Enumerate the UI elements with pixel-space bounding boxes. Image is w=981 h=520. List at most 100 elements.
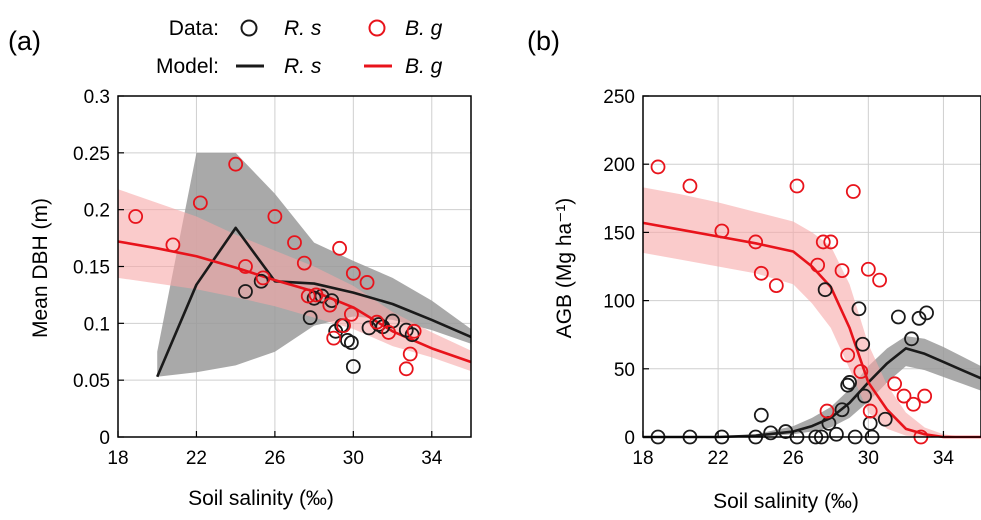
- panel-b-frame: [642, 95, 981, 438]
- panel-b-point-bg: [815, 234, 831, 250]
- panel-a-point-bg: [332, 240, 348, 256]
- panel-a-point-bg: [359, 275, 375, 290]
- panel-b-xlabel: Soil salinity (‰): [713, 490, 859, 513]
- panel-a-point-bg: [322, 297, 338, 313]
- panel-a-ytick-label: 0: [99, 428, 110, 449]
- legend-bg-data-marker: [368, 19, 386, 37]
- panel-a-point-rs: [345, 359, 361, 374]
- panel-b-point-rs: [817, 282, 833, 298]
- panel-a-point-bg: [287, 235, 302, 251]
- panel-b-point-bg: [714, 223, 730, 239]
- legend-rs-data-label: R. s: [284, 17, 322, 40]
- panel-b-point-bg: [823, 234, 839, 250]
- panel-b-band-bg: [643, 187, 981, 437]
- panel-b-point-rs: [840, 377, 856, 393]
- panel-b-point-bg: [819, 403, 835, 419]
- legend-bg-data-label: B. g: [405, 17, 443, 40]
- panel-a-point-bg: [128, 209, 144, 224]
- panel-a-ytick-label: 0.3: [84, 87, 110, 108]
- panel-a-point-bg: [343, 306, 359, 322]
- panel-a-ticks: 18 22 26 30 34 0 0.05 0.1 0.15 0.2 0.25 0.3: [73, 87, 443, 469]
- panel-b-xtick-label: 26: [783, 448, 804, 469]
- panel-b-model-line-bg: [642, 221, 981, 439]
- panel-b-ytick-label: 150: [603, 223, 635, 244]
- panel-b-band-rs: [643, 336, 981, 437]
- panel-a-point-bg: [300, 288, 316, 304]
- panel-b-point-bg: [834, 263, 850, 278]
- panel-b-point-rs: [763, 425, 779, 441]
- panel-label-b: (b): [527, 26, 560, 56]
- panel-b-point-rs: [862, 415, 878, 431]
- panel-b-ytick-label: 100: [603, 292, 635, 313]
- panel-b-xtick-label: 22: [708, 448, 729, 469]
- panel-b-xtick-label: 30: [858, 448, 879, 469]
- panel-a-point-bg: [345, 265, 361, 281]
- panel-b-plot: 18 22 26 30 34 0 50 100 150 200 250 Soil salinity …: [553, 87, 981, 513]
- panel-a-point-bg: [255, 270, 271, 286]
- panel-a-point-bg: [228, 156, 244, 172]
- panel-a-point-bg: [296, 255, 312, 271]
- legend: Data: R. s B. g Model: R. s B. g: [156, 17, 443, 78]
- panel-a-point-bg: [369, 314, 385, 330]
- panel-a-point-bg: [192, 195, 208, 211]
- panel-label-a: (a): [8, 26, 41, 56]
- panel-b-point-bg: [872, 272, 887, 288]
- panel-a-band-rs: [157, 152, 471, 377]
- legend-rs-model-label: R. s: [284, 55, 322, 78]
- panel-b-point-bg: [682, 178, 698, 194]
- panel-a-ytick-label: 0.05: [73, 371, 110, 392]
- panel-a-ytick-label: 0.25: [73, 144, 110, 165]
- panel-b-point-bg: [753, 265, 769, 281]
- panel-a-xtick-label: 34: [421, 448, 443, 469]
- legend-bg-model-label: B. g: [405, 55, 443, 78]
- panel-a-point-rs: [343, 335, 359, 351]
- panel-b-point-bg: [845, 184, 861, 199]
- panel-a-xtick-label: 22: [186, 448, 207, 469]
- panel-a-xtick-label: 18: [107, 448, 128, 469]
- panel-b-point-rs: [753, 407, 769, 423]
- panel-b-xtick-label: 18: [632, 448, 653, 469]
- panel-b-point-bg: [748, 234, 764, 250]
- panel-b-point-bg: [917, 388, 933, 404]
- panel-b-ytick-label: 50: [614, 360, 635, 381]
- panel-b-ytick-label: 0: [624, 428, 635, 449]
- panel-a-xtick-label: 26: [264, 448, 285, 469]
- panel-b-point-rs: [855, 336, 871, 352]
- panel-a-point-bg: [381, 325, 397, 340]
- panel-b-point-rs: [834, 402, 850, 418]
- panel-a-point-bg: [402, 346, 418, 362]
- panel-b-points: [650, 159, 934, 445]
- panel-a-plot: 18 22 26 30 34 0 0.05 0.1 0.15 0.2 0.25 0.3 Soil sa…: [29, 87, 472, 510]
- panel-a-point-bg: [238, 259, 253, 274]
- panel-b-point-rs: [829, 426, 844, 442]
- panel-a-points: [128, 156, 422, 377]
- panel-b-point-bg: [860, 261, 876, 277]
- panel-b-point-rs: [904, 331, 919, 347]
- panel-b-ytick-label: 250: [603, 87, 635, 108]
- panel-b-point-bg: [840, 347, 856, 363]
- panel-b-bands: [643, 187, 981, 437]
- legend-data-label: Data:: [169, 17, 219, 40]
- panel-a-point-rs: [302, 310, 318, 326]
- panel-a-ytick-label: 0.15: [73, 258, 110, 279]
- panel-b-point-bg: [650, 159, 666, 175]
- panel-a-model-line-rs: [156, 226, 472, 378]
- panel-a-point-rs: [238, 284, 253, 299]
- panel-b-point-rs: [877, 411, 893, 427]
- panel-a-ytick-label: 0.1: [84, 314, 110, 335]
- panel-a-ylabel: Mean DBH (m): [29, 198, 52, 338]
- panel-b-point-bg: [887, 376, 903, 392]
- panel-b-xtick-label: 34: [933, 448, 955, 469]
- panel-a-point-bg: [398, 361, 414, 377]
- panel-a-xlabel: Soil salinity (‰): [188, 487, 334, 510]
- panel-a-point-bg: [267, 209, 283, 224]
- panel-b-point-bg: [810, 257, 826, 273]
- panel-a-ytick-label: 0.2: [84, 201, 110, 222]
- panel-b-point-rs: [919, 305, 934, 321]
- panel-b-point-rs: [911, 310, 927, 326]
- panel-b-point-bg: [768, 278, 784, 293]
- panel-b-point-bg: [906, 396, 921, 412]
- panel-b-point-rs: [842, 375, 857, 390]
- panel-a-point-bg: [308, 287, 324, 303]
